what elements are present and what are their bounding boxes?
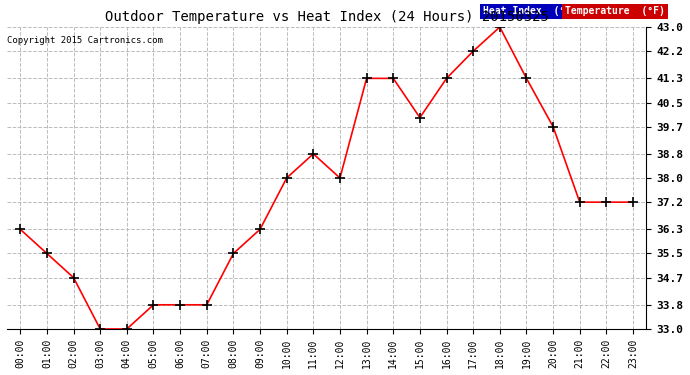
Text: Temperature  (°F): Temperature (°F) bbox=[565, 6, 665, 16]
Title: Outdoor Temperature vs Heat Index (24 Hours) 20150325: Outdoor Temperature vs Heat Index (24 Ho… bbox=[105, 10, 549, 24]
Text: Heat Index  (°F): Heat Index (°F) bbox=[483, 6, 578, 16]
Text: Copyright 2015 Cartronics.com: Copyright 2015 Cartronics.com bbox=[7, 36, 163, 45]
